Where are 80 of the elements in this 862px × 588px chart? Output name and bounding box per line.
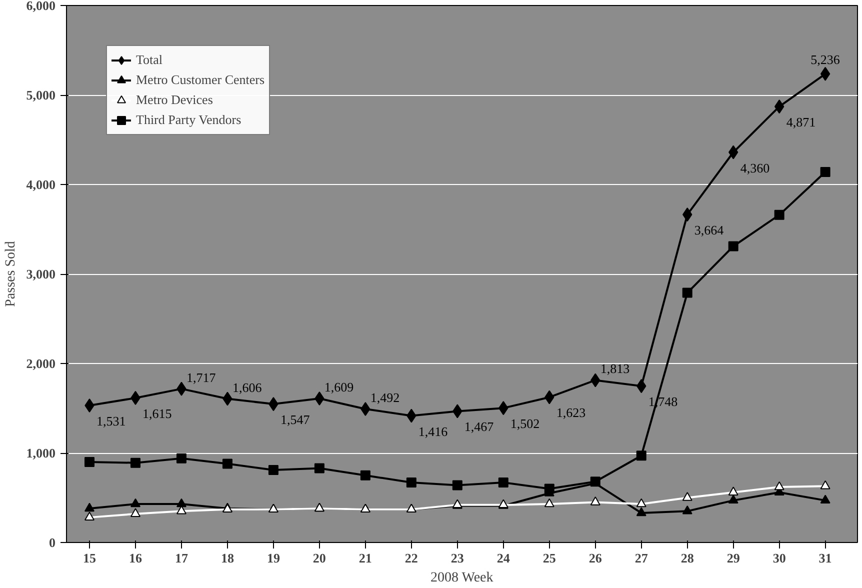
point <box>130 498 140 508</box>
data-label: 1,416 <box>418 424 448 439</box>
legend-label: Metro Customer Centers <box>136 72 265 88</box>
point <box>498 478 508 488</box>
point <box>84 456 94 467</box>
x-tick-label: 19 <box>266 550 280 566</box>
point <box>84 512 94 521</box>
x-tick-label: 31 <box>818 550 832 566</box>
data-label: 1,623 <box>556 405 586 420</box>
point <box>820 66 830 81</box>
point <box>268 465 278 476</box>
x-tick-label: 22 <box>404 550 418 566</box>
point <box>360 470 370 480</box>
point <box>682 492 692 501</box>
x-tick-label: 29 <box>726 550 740 566</box>
x-tick-label: 28 <box>680 550 694 566</box>
x-tick-label: 24 <box>496 550 510 566</box>
point <box>406 478 416 488</box>
point <box>590 496 600 506</box>
point <box>130 508 140 517</box>
point <box>682 505 692 514</box>
x-tick-label: 26 <box>588 550 602 566</box>
data-label: 1,531 <box>96 413 126 428</box>
data-label: 4,360 <box>740 160 770 176</box>
legend-label: Total <box>136 52 163 68</box>
point <box>222 458 232 469</box>
x-tick-label: 30 <box>772 550 786 566</box>
point <box>682 288 692 298</box>
x-tick-label: 21 <box>358 550 372 566</box>
y-tick-label: 4,000 <box>26 177 56 192</box>
data-label: 1,615 <box>142 406 172 421</box>
point <box>636 507 646 516</box>
point <box>636 498 646 508</box>
point <box>774 481 784 490</box>
data-label: 1,547 <box>280 412 310 428</box>
data-label: 1,467 <box>464 419 494 434</box>
x-axis-title: 2008 Week <box>430 570 494 586</box>
point <box>820 494 830 504</box>
point <box>728 494 738 504</box>
y-tick-label: 3,000 <box>26 266 56 282</box>
y-tick-label: 1,000 <box>26 446 56 460</box>
point <box>820 166 830 177</box>
y-axis-title: Passes Sold <box>3 241 18 307</box>
y-tick-label: 0 <box>49 535 56 550</box>
y-tick-label: 6,000 <box>26 0 56 13</box>
point <box>544 484 554 494</box>
data-label: 1,606 <box>232 380 262 395</box>
x-tick-label: 18 <box>220 550 234 566</box>
point <box>452 480 462 490</box>
data-label: 1,813 <box>600 361 630 376</box>
data-label: 1,492 <box>370 390 400 405</box>
y-tick-label: 2,000 <box>26 356 56 371</box>
x-tick-label: 25 <box>542 550 556 566</box>
x-tick-label: 17 <box>174 550 188 566</box>
point <box>774 100 784 114</box>
data-label: 1,609 <box>324 379 354 394</box>
data-label: 1,502 <box>510 416 540 432</box>
data-label: 5,236 <box>810 52 840 67</box>
data-label: 3,664 <box>694 222 724 238</box>
point <box>176 453 186 464</box>
x-tick-label: 20 <box>312 550 326 566</box>
data-label: 1,717 <box>186 370 216 385</box>
point <box>130 458 140 468</box>
point <box>728 241 738 252</box>
x-tick-label: 15 <box>82 550 96 566</box>
point <box>774 210 784 220</box>
x-tick-label: 16 <box>128 550 142 566</box>
x-tick-label: 27 <box>634 550 648 566</box>
point <box>544 498 554 508</box>
legend-label: Third Party Vendors <box>136 112 242 128</box>
point <box>84 502 94 512</box>
legend-label: Metro Devices <box>136 92 213 108</box>
point <box>636 450 646 461</box>
y-tick-label: 5,000 <box>26 88 56 102</box>
data-label: 4,871 <box>786 114 816 130</box>
point <box>314 463 324 474</box>
point <box>176 498 186 508</box>
point <box>820 480 830 490</box>
point <box>728 486 738 496</box>
x-tick-label: 23 <box>450 550 464 566</box>
